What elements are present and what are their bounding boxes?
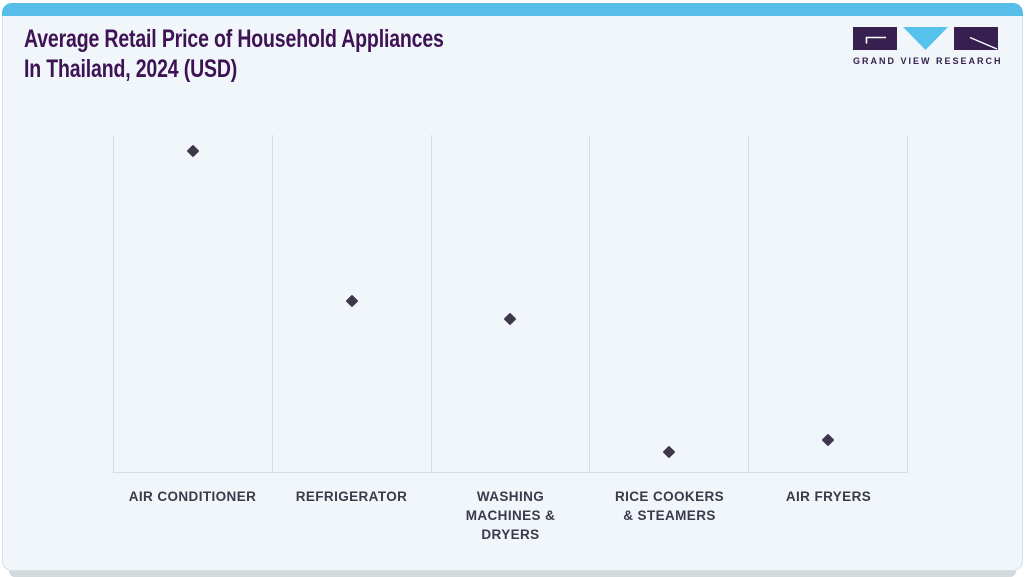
gvr-v-triangle — [903, 27, 948, 50]
x-axis-category-label-line: AIR CONDITIONER — [128, 489, 257, 504]
x-axis-category-label: AIR CONDITIONER — [113, 487, 272, 544]
logo-wordmark: GRAND VIEW RESEARCH — [853, 56, 1003, 66]
x-axis-category-label-line: MACHINES & — [465, 508, 556, 523]
infographic-card — [2, 3, 1023, 571]
chart-title: Average Retail Price of Household Applia… — [24, 24, 444, 84]
gvr-g-glyph-line — [865, 36, 886, 44]
grand-view-research-logo: GRAND VIEW RESEARCH — [853, 27, 1003, 66]
category-panel — [113, 135, 272, 472]
x-axis-category-label: WASHING MACHINES & DRYERS — [431, 487, 590, 544]
category-panel — [748, 135, 907, 472]
chart-title-line1: Average Retail Price of Household Applia… — [24, 25, 444, 53]
x-axis-category-labels: AIR CONDITIONER REFRIGERATOR WASHING MACHIN… — [113, 487, 908, 544]
x-axis-category-label-line: & STEAMERS — [623, 508, 716, 523]
x-axis-category-label: RICE COOKERS & STEAMERS — [590, 487, 749, 544]
x-axis-category-label-line: RICE COOKERS — [614, 489, 725, 504]
gvr-r-glyph-line — [969, 36, 998, 50]
x-axis-category-label: AIR FRYERS — [749, 487, 908, 544]
data-point-diamond — [186, 144, 200, 158]
card-bottom-shadow — [9, 571, 1016, 577]
category-panel — [430, 135, 590, 472]
gvr-g-glyph — [853, 27, 897, 50]
scatter-plot-area — [113, 135, 908, 473]
gvr-logo-glyphs — [853, 27, 998, 50]
x-axis-category-label-line: WASHING — [476, 489, 545, 504]
x-axis-category-label: REFRIGERATOR — [272, 487, 431, 544]
top-accent-bar — [2, 3, 1023, 16]
x-axis-category-label-line: AIR FRYERS — [785, 489, 872, 504]
category-panel — [271, 135, 431, 472]
data-point-diamond — [662, 445, 676, 459]
data-point-diamond — [504, 312, 517, 326]
x-axis-category-label-line: DRYERS — [481, 527, 540, 542]
data-point-diamond — [345, 295, 359, 308]
chart-title-line2: In Thailand, 2024 (USD) — [24, 55, 238, 83]
data-point-diamond — [821, 433, 835, 447]
category-panel — [589, 135, 748, 472]
x-axis-category-label-line: REFRIGERATOR — [295, 489, 408, 504]
